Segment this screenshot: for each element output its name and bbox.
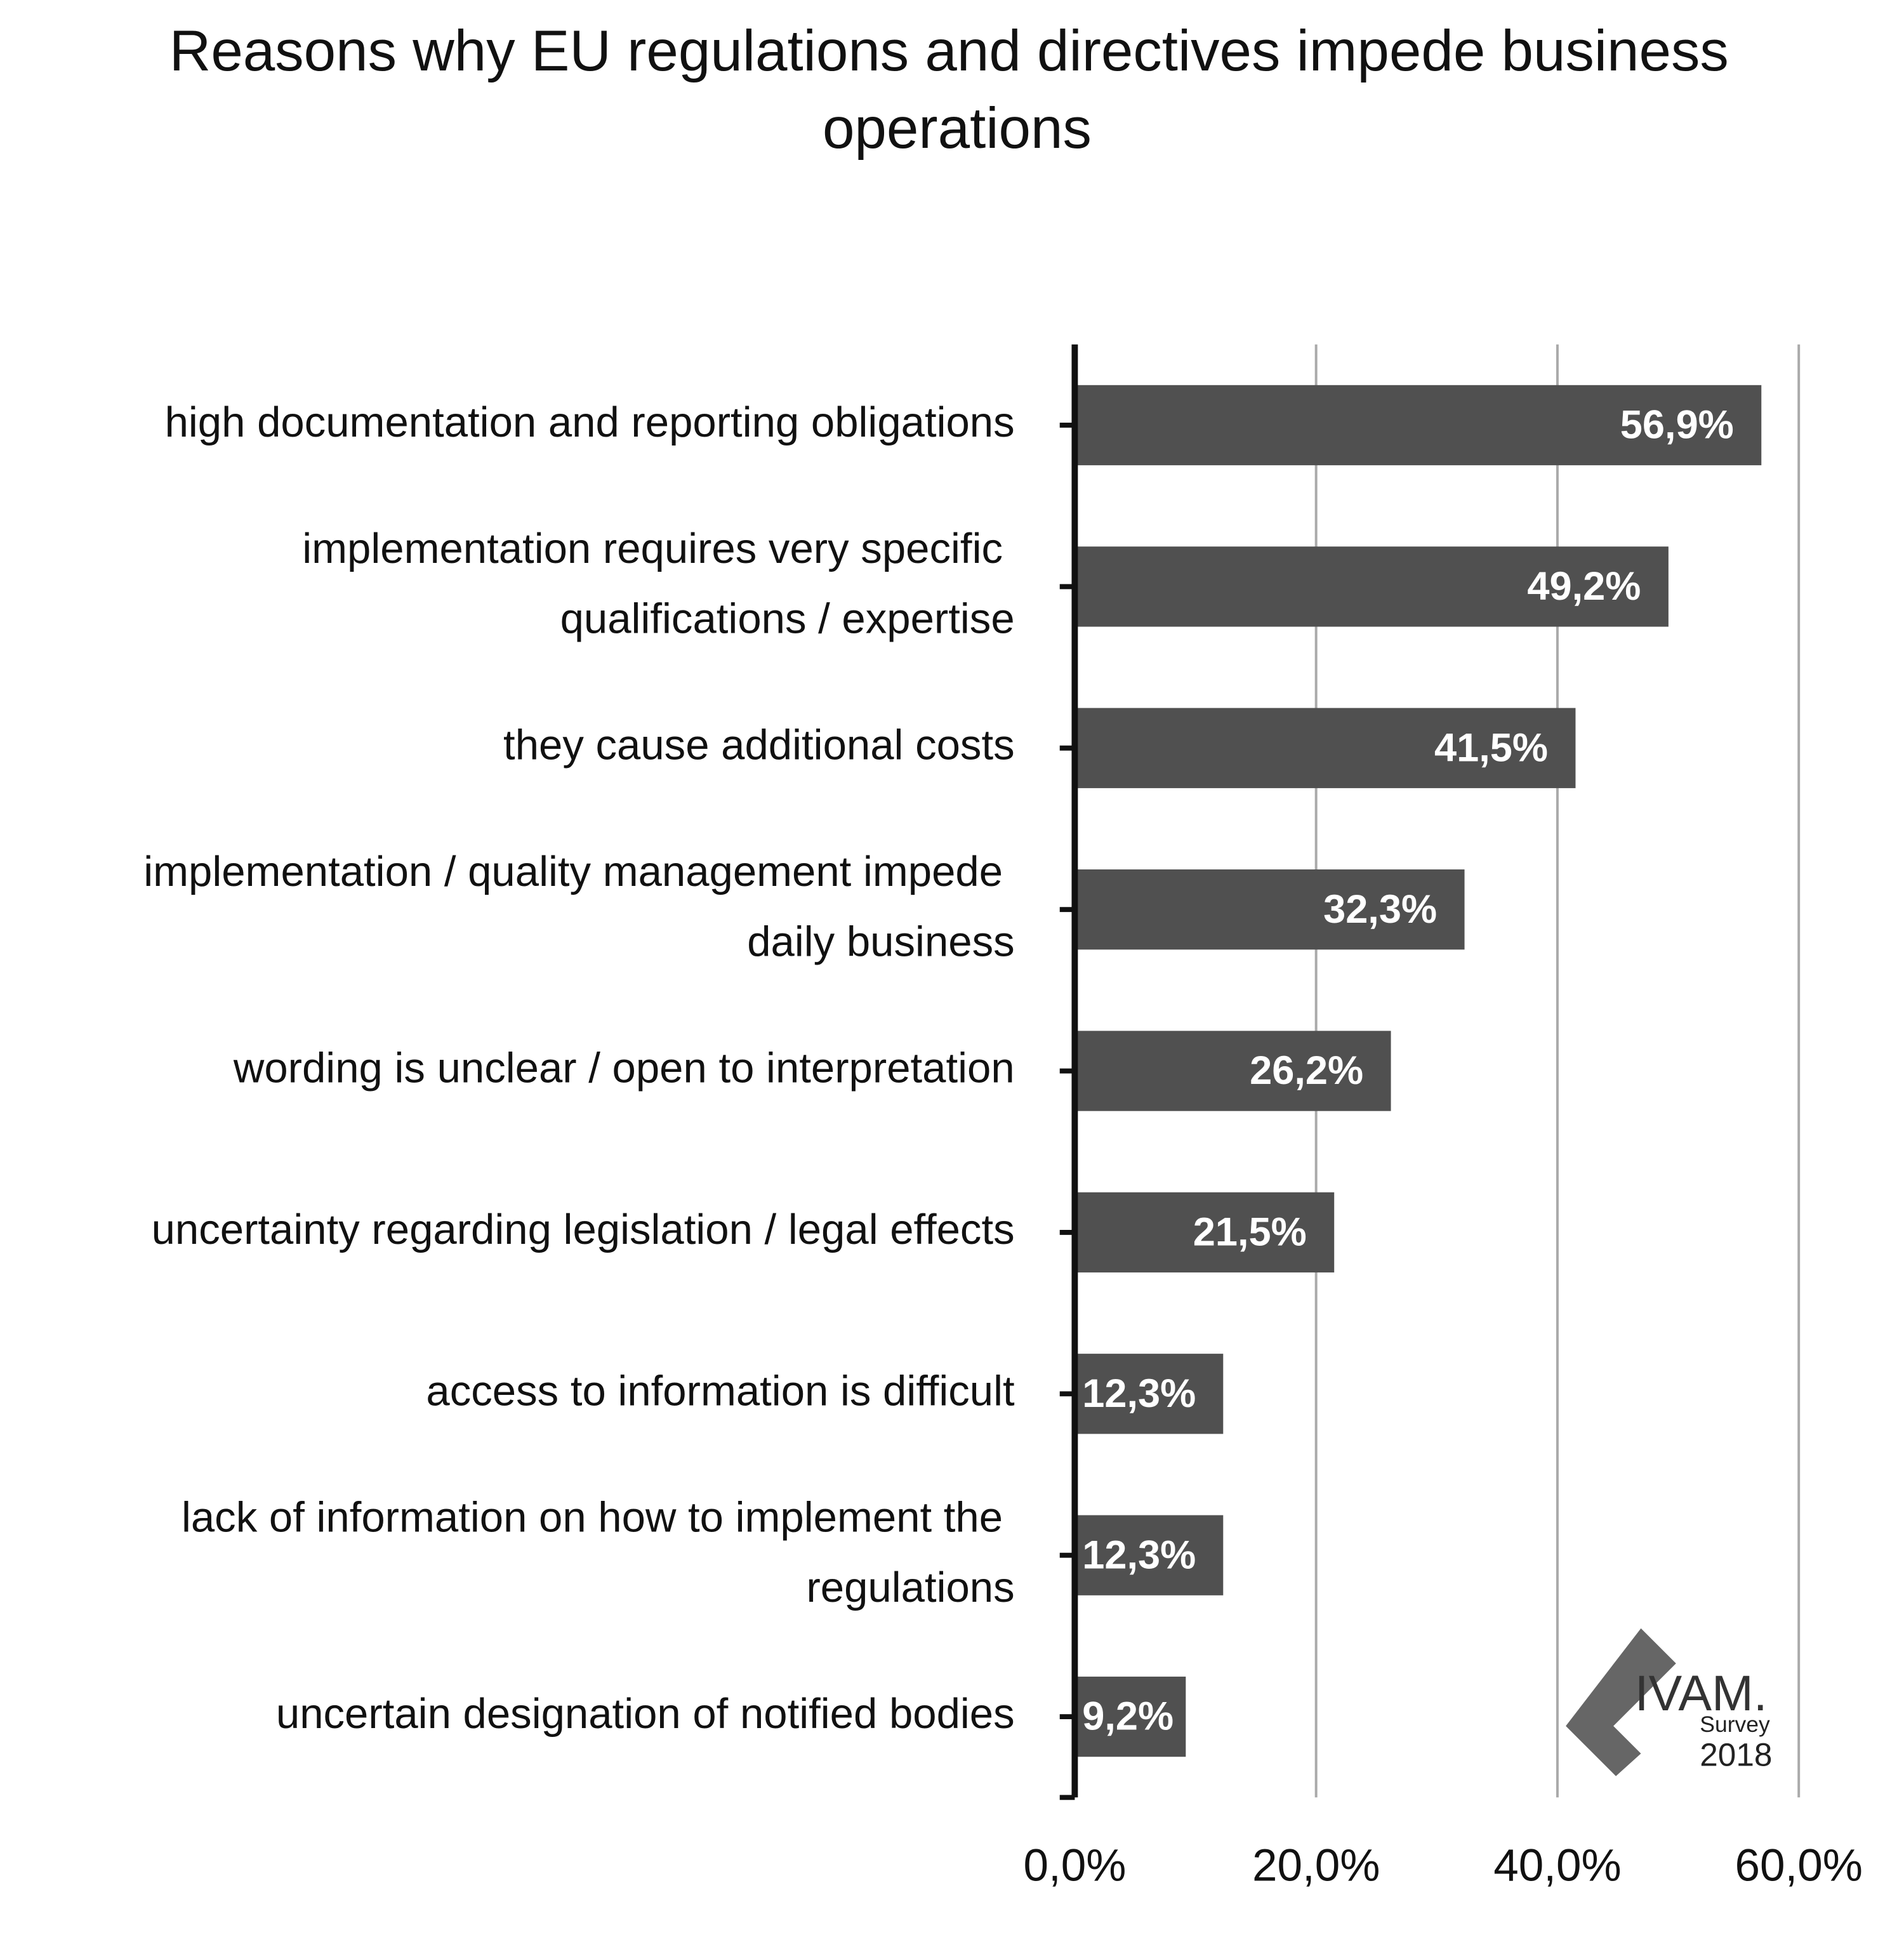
x-tick-label: 40,0% [1493,1841,1621,1891]
value-label: 21,5% [1193,1210,1307,1255]
x-tick-label: 20,0% [1252,1841,1380,1891]
bar [1074,1676,1186,1757]
value-label: 32,3% [1323,887,1437,932]
y-tick-label: lack of information on how to implement … [182,1493,1015,1611]
y-tick-label: implementation / quality management impe… [143,848,1014,966]
bar [1074,1515,1224,1595]
bar [1074,1354,1224,1434]
chart-title: Reasons why EU regulations and directive… [169,19,1745,161]
y-tick-label: uncertain designation of notified bodies [276,1690,1015,1738]
y-tick-label: uncertainty regarding legislation / lega… [152,1206,1015,1253]
x-tick-label: 0,0% [1023,1841,1126,1891]
value-label: 26,2% [1250,1048,1363,1093]
y-tick-label: high documentation and reporting obligat… [165,399,1015,446]
value-label: 49,2% [1527,564,1641,609]
value-label: 12,3% [1082,1371,1196,1416]
y-tick-label: access to information is difficult [426,1367,1015,1415]
bar [1074,385,1762,466]
value-label: 9,2% [1082,1694,1173,1739]
x-tick-label: 60,0% [1735,1841,1862,1891]
y-tick-label: implementation requires very specific qu… [302,525,1014,643]
value-label: 41,5% [1434,725,1548,770]
logo-shape [1566,1628,1676,1776]
logo-year: 2018 [1700,1737,1772,1773]
bar [1074,869,1465,950]
bar [1074,708,1576,788]
bar [1074,546,1669,627]
logo: IVAM. Survey 2018 [1566,1628,1772,1776]
bar [1074,1192,1335,1273]
logo-name: IVAM. [1635,1665,1768,1721]
value-label: 56,9% [1620,403,1734,447]
logo-subtitle: Survey [1700,1712,1770,1737]
y-tick-label: they cause additional costs [503,721,1015,769]
y-tick-label: wording is unclear / open to interpretat… [233,1044,1015,1092]
bar [1074,1031,1391,1111]
value-label: 12,3% [1082,1533,1196,1577]
